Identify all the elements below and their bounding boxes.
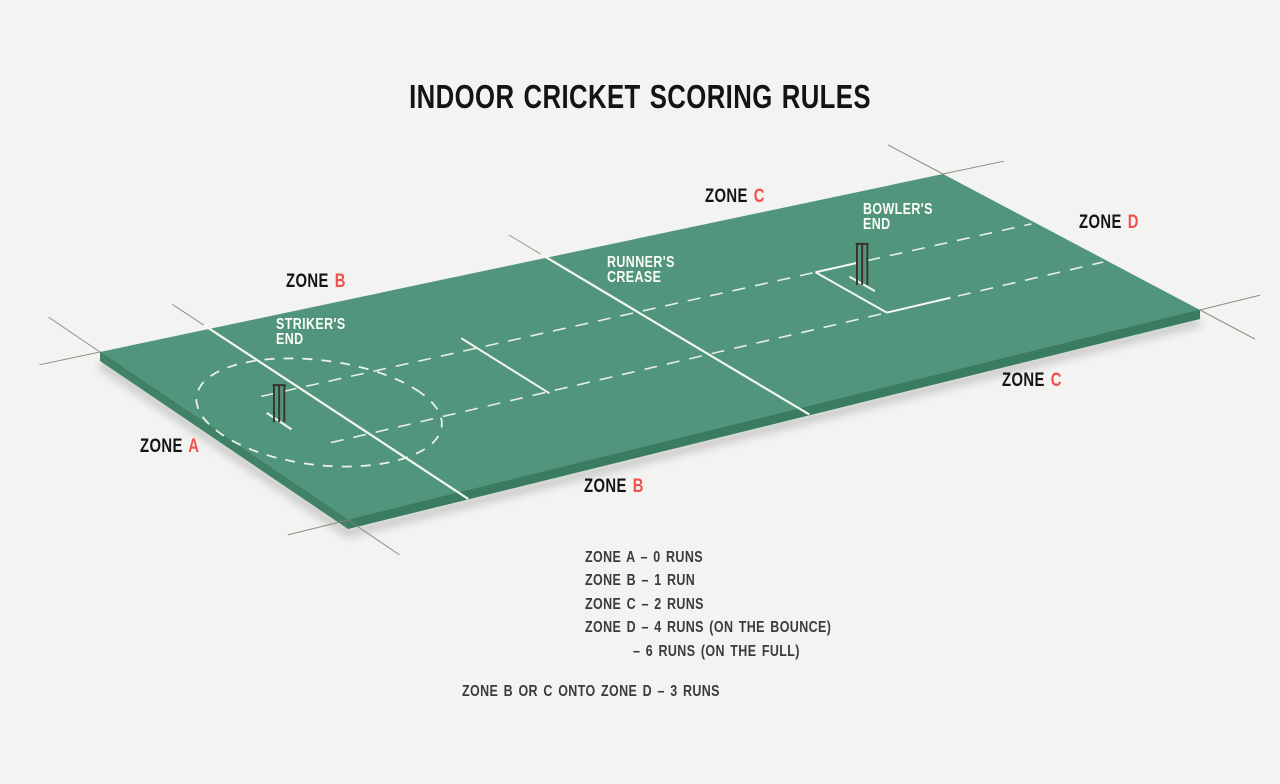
legend-item: ZONE D – 4 RUNS (ON THE BOUNCE) <box>585 619 832 637</box>
zone-label-c-top: ZONE C <box>705 186 765 207</box>
legend-item: ZONE C – 2 RUNS <box>585 595 704 613</box>
runners-crease-label: RUNNER'S CREASE <box>607 254 675 286</box>
zone-label-a: ZONE A <box>140 436 200 457</box>
legend-item: – 6 RUNS (ON THE FULL) <box>633 642 800 660</box>
legend-item: ZONE B – 1 RUN <box>585 572 696 590</box>
zone-label-b-upper: ZONE B <box>286 271 346 292</box>
pitch-side-left <box>100 352 348 529</box>
strikers-end-label: STRIKER'S END <box>276 316 346 348</box>
legend-footnote: ZONE B OR C ONTO ZONE D – 3 RUNS <box>462 683 720 700</box>
crease-line <box>540 253 810 416</box>
scoring-legend: ZONE A – 0 RUNS ZONE B – 1 RUN ZONE C – … <box>585 546 901 663</box>
zone-label-d: ZONE D <box>1079 212 1139 233</box>
bowlers-end-label: BOWLER'S END <box>863 201 933 233</box>
lane-dashed-line <box>261 223 1032 398</box>
crease-line <box>203 324 469 500</box>
lane-dashed-line <box>330 261 1104 444</box>
strikers-circle <box>195 357 443 468</box>
page-title: INDOOR CRICKET SCORING RULES <box>409 78 871 116</box>
pitch-side-front <box>348 310 1200 529</box>
wicket-stumps <box>266 384 293 431</box>
bowler-crease-box <box>815 271 888 314</box>
zone-label-c-lower: ZONE C <box>1002 370 1062 391</box>
zone-label-b-lower: ZONE B <box>584 476 644 497</box>
legend-item: ZONE A – 0 RUNS <box>585 549 703 566</box>
wicket-stumps <box>848 242 876 293</box>
